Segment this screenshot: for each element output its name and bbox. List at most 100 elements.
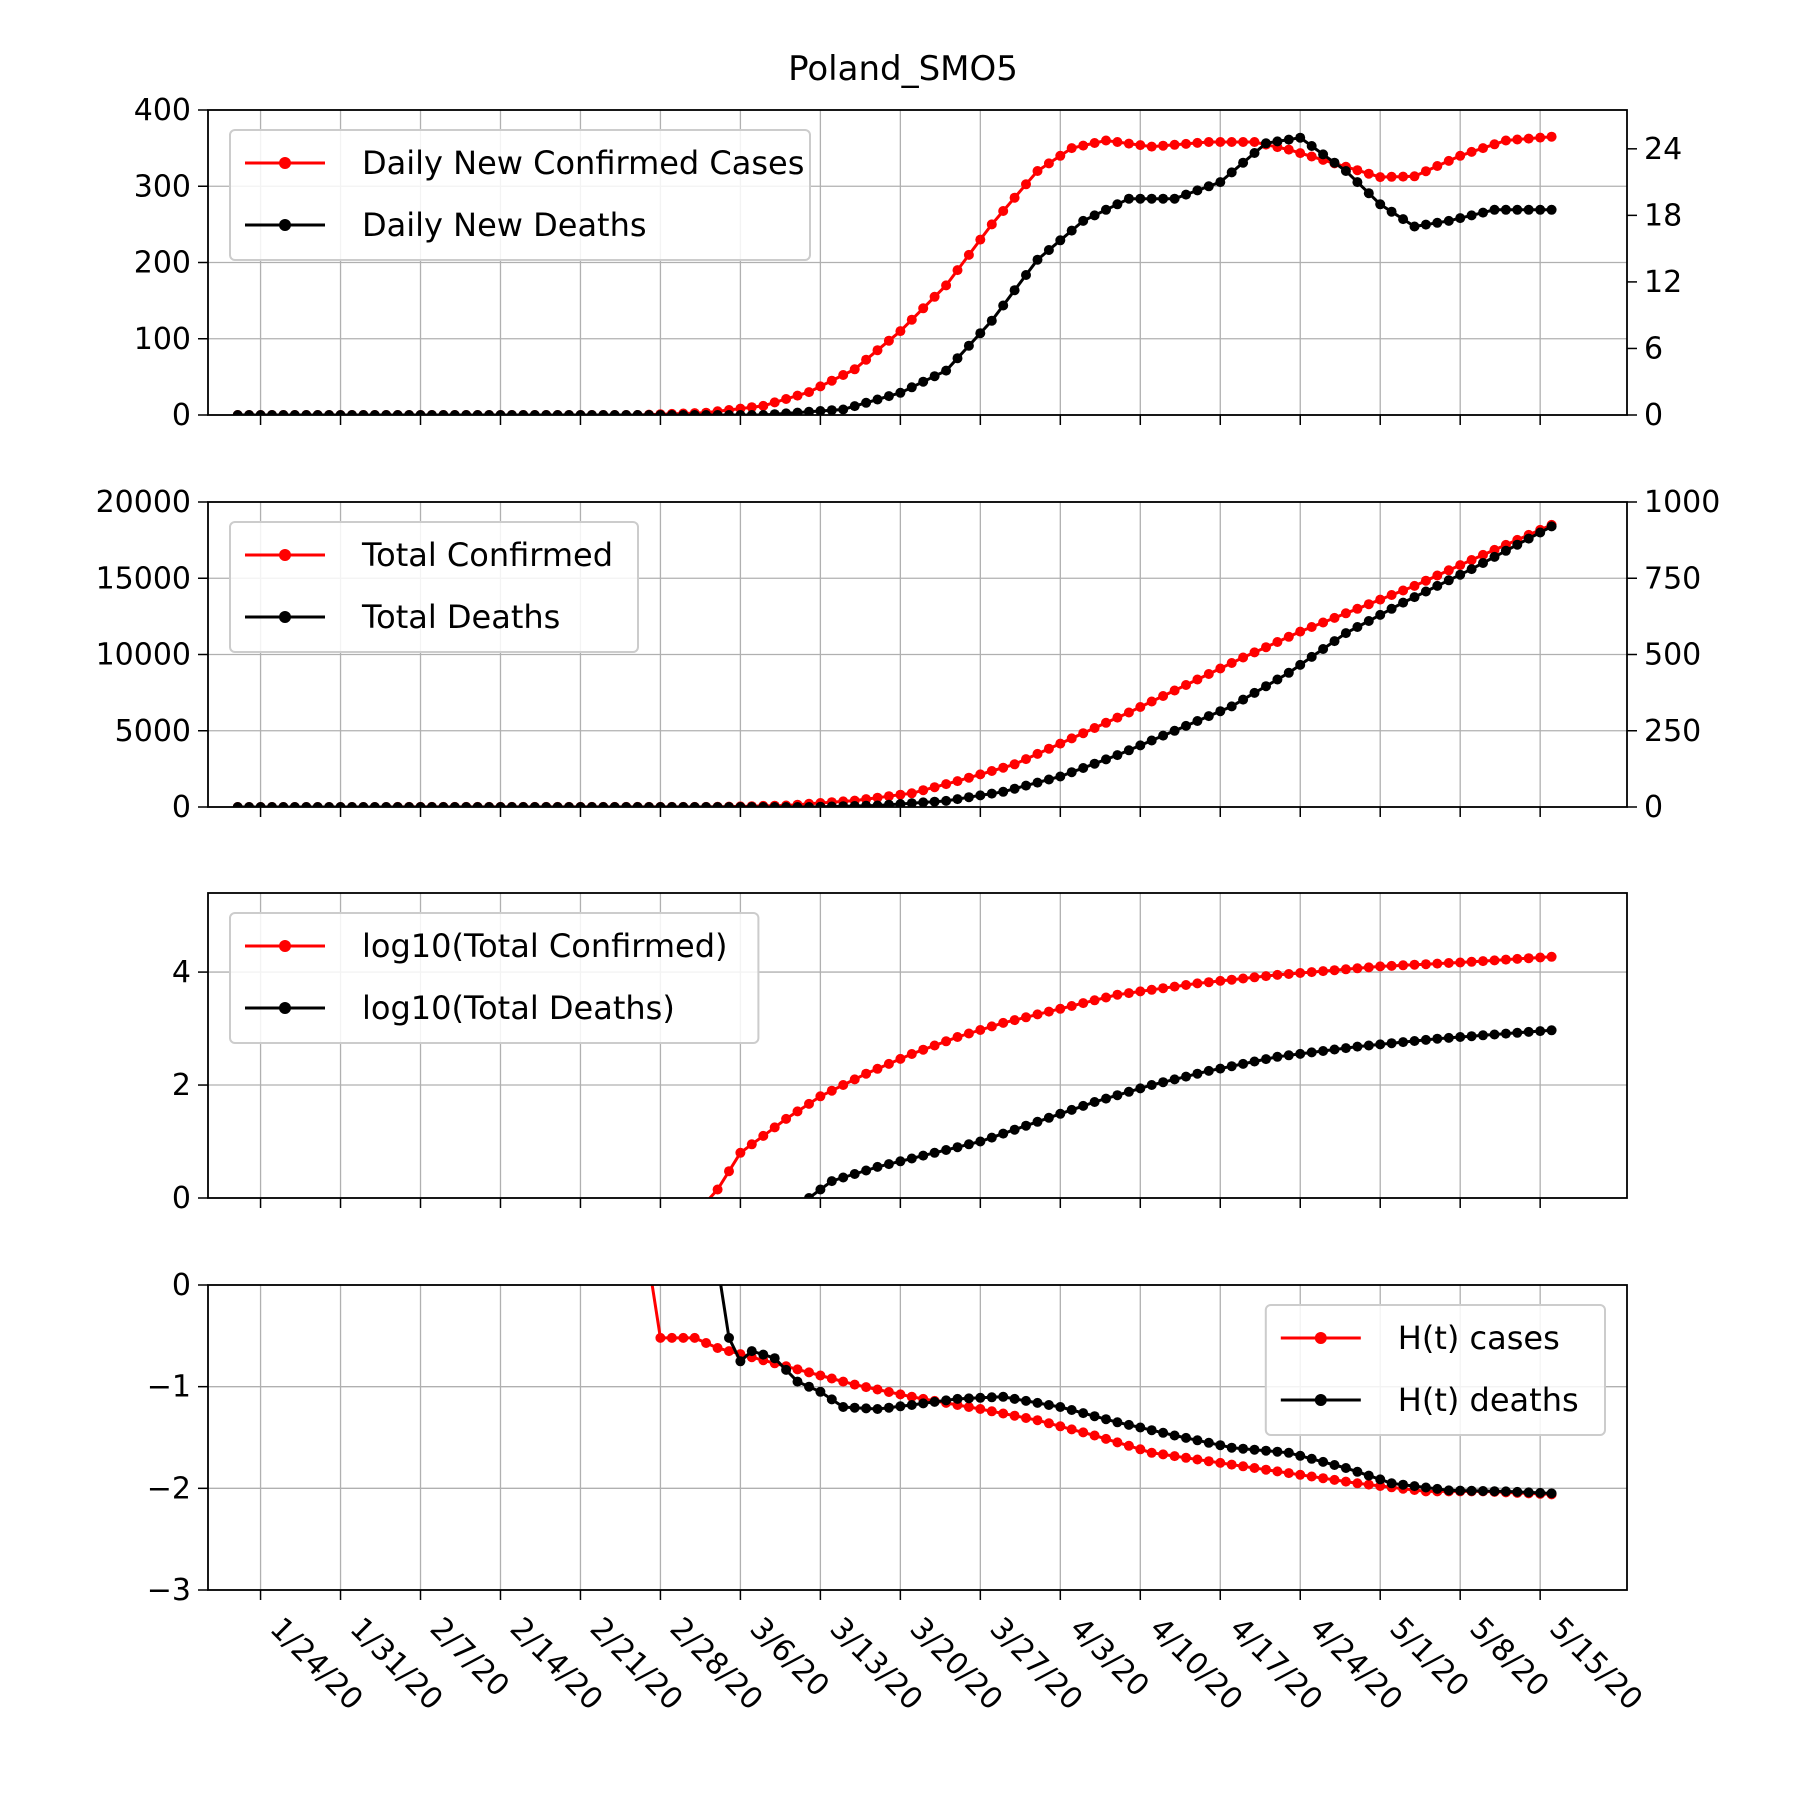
data-point [1215, 1440, 1226, 1451]
data-point [1089, 1097, 1100, 1107]
figure-title: Poland_SMO5 [788, 49, 1018, 89]
data-point [1272, 637, 1283, 647]
data-point [1238, 694, 1249, 705]
data-point [826, 375, 837, 386]
data-point [1306, 1453, 1317, 1464]
data-point [1272, 1446, 1283, 1457]
data-point [986, 1132, 997, 1143]
y-tick-label: −2 [147, 1471, 191, 1506]
data-point [621, 410, 632, 415]
data-point [838, 1172, 849, 1183]
data-point [1101, 1093, 1111, 1104]
data-point [1398, 597, 1409, 608]
data-point [758, 410, 769, 415]
data-point [1363, 962, 1374, 973]
data-point [758, 400, 769, 411]
y-tick-label: 0 [172, 1181, 191, 1216]
data-point [895, 1401, 906, 1412]
data-point [1123, 988, 1134, 999]
data-point [1089, 995, 1100, 1006]
data-point [1158, 1427, 1169, 1438]
data-point [335, 410, 346, 415]
y-tick-label: −3 [147, 1573, 191, 1608]
data-point [1546, 951, 1557, 962]
data-point [986, 1021, 997, 1032]
data-point [1123, 745, 1134, 756]
data-point [586, 802, 597, 807]
data-point [1055, 1421, 1066, 1432]
y-right-tick-label: 500 [1644, 638, 1701, 673]
y-tick-label: 300 [134, 169, 191, 204]
data-point [1512, 1486, 1523, 1497]
data-point [666, 802, 677, 807]
data-point [1021, 1395, 1031, 1406]
data-point [426, 410, 437, 415]
data-point [1318, 966, 1329, 977]
data-point [1169, 1430, 1180, 1441]
data-point [621, 802, 632, 807]
data-point [998, 1017, 1009, 1028]
data-point [324, 802, 335, 807]
data-point [1078, 728, 1089, 739]
data-point [1375, 172, 1386, 183]
data-point [998, 1128, 1009, 1139]
data-point [872, 1404, 883, 1414]
subplot-3: 0 2 4 log10(Total Confirmed) log10(Total Dea… [172, 892, 1628, 1216]
data-point [369, 802, 380, 807]
data-point [1192, 185, 1203, 196]
data-point [1420, 1482, 1431, 1493]
data-point [1112, 137, 1123, 147]
data-point [713, 1260, 723, 1270]
data-point [804, 387, 814, 398]
data-point [1101, 754, 1111, 765]
data-point [758, 1130, 769, 1141]
data-point [929, 371, 940, 382]
data-point [1215, 706, 1226, 717]
data-point [1500, 1486, 1511, 1497]
data-point [1466, 564, 1477, 575]
data-point [678, 410, 689, 415]
data-point [918, 797, 929, 807]
data-point [929, 782, 940, 793]
data-point [1238, 973, 1249, 984]
data-point [1238, 137, 1249, 147]
series-daily-new-deaths [232, 132, 1557, 415]
data-point [1489, 204, 1500, 215]
data-point [1420, 575, 1431, 586]
data-point [1546, 1488, 1557, 1499]
data-point [883, 335, 894, 346]
data-point [1032, 1116, 1043, 1127]
data-point [1158, 1077, 1169, 1088]
data-point [1169, 139, 1180, 150]
data-point [392, 802, 403, 807]
data-point [278, 802, 289, 807]
y-right-tick-label: 0 [1644, 398, 1663, 433]
data-point [941, 779, 952, 790]
data-point [301, 802, 312, 807]
data-point [929, 1396, 940, 1407]
legend: H(t) cases H(t) deaths [1264, 1304, 1607, 1436]
data-point [1318, 1046, 1329, 1056]
data-point [1192, 137, 1203, 148]
data-point [1032, 1397, 1043, 1408]
data-point [1352, 1466, 1363, 1477]
data-point [1386, 1478, 1397, 1489]
data-point [632, 802, 643, 807]
data-point [986, 219, 997, 230]
data-point [564, 802, 574, 807]
data-point [1192, 1435, 1203, 1446]
data-point [267, 410, 277, 415]
subplot-2: 0 5000 10000 15000 20000 0 250 500 750 1000 Total … [96, 485, 1721, 825]
data-point [1055, 150, 1066, 161]
data-point [1512, 204, 1523, 215]
data-point [1101, 1414, 1111, 1425]
data-point [815, 1184, 826, 1195]
data-point [861, 800, 872, 807]
data-point [1203, 711, 1214, 722]
data-point [1500, 204, 1511, 215]
data-point [815, 1386, 826, 1397]
data-point [1295, 148, 1306, 159]
data-point [724, 1332, 734, 1343]
data-point [1478, 1486, 1488, 1496]
data-point [1181, 1432, 1191, 1443]
